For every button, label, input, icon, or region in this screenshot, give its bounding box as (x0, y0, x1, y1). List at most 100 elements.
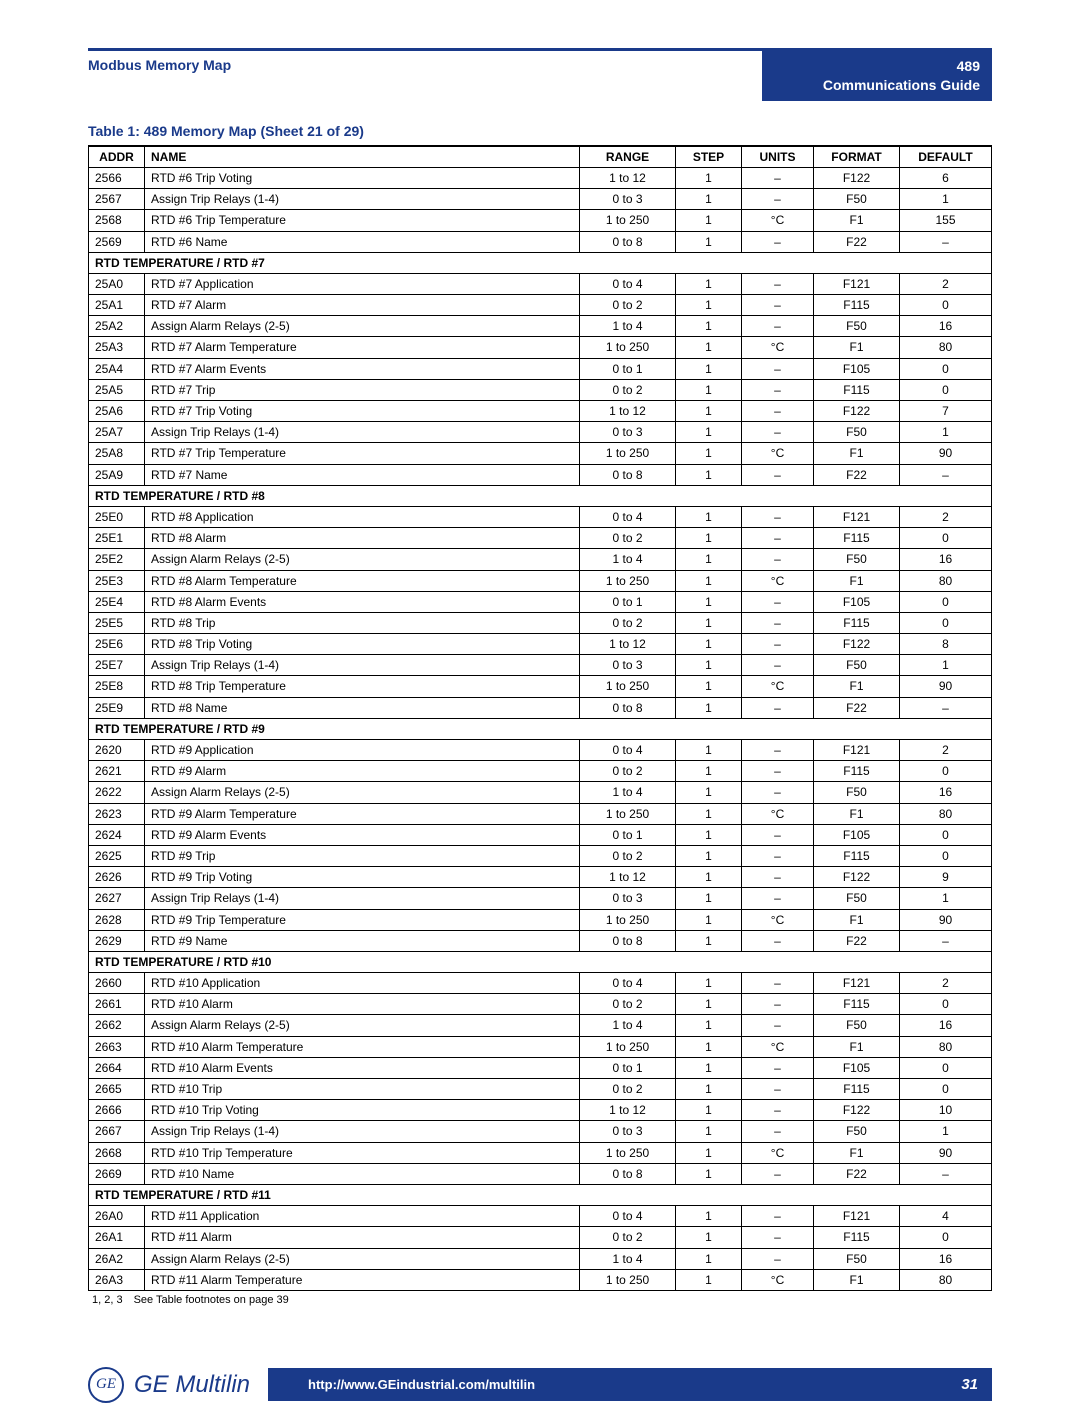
section-row: RTD TEMPERATURE / RTD #7 (89, 252, 992, 273)
table-title: Table 1: 489 Memory Map (Sheet 21 of 29) (88, 123, 992, 139)
cell-format: F115 (814, 295, 900, 316)
section-row: RTD TEMPERATURE / RTD #9 (89, 718, 992, 739)
cell-addr: 2566 (89, 167, 145, 188)
cell-name: RTD #8 Name (145, 697, 580, 718)
cell-units: – (742, 888, 814, 909)
cell-range: 0 to 2 (580, 379, 676, 400)
cell-addr: 2624 (89, 824, 145, 845)
cell-range: 0 to 3 (580, 655, 676, 676)
cell-name: Assign Trip Relays (1-4) (145, 655, 580, 676)
cell-step: 1 (676, 337, 742, 358)
cell-range: 0 to 1 (580, 824, 676, 845)
cell-range: 0 to 8 (580, 1163, 676, 1184)
cell-name: RTD #7 Application (145, 273, 580, 294)
table-row: 2623RTD #9 Alarm Temperature1 to 2501°CF… (89, 803, 992, 824)
cell-name: RTD #7 Alarm Temperature (145, 337, 580, 358)
cell-format: F1 (814, 676, 900, 697)
cell-format: F1 (814, 1142, 900, 1163)
cell-step: 1 (676, 167, 742, 188)
cell-name: RTD #9 Name (145, 930, 580, 951)
cell-default: 0 (900, 379, 992, 400)
cell-addr: 2664 (89, 1057, 145, 1078)
cell-format: F50 (814, 782, 900, 803)
cell-units: – (742, 612, 814, 633)
cell-addr: 2622 (89, 782, 145, 803)
cell-default: – (900, 231, 992, 252)
table-row: 2568RTD #6 Trip Temperature1 to 2501°CF1… (89, 210, 992, 231)
table-row: 25E1RTD #8 Alarm0 to 21–F1150 (89, 528, 992, 549)
cell-format: F1 (814, 1269, 900, 1290)
table-row: 25A9RTD #7 Name0 to 81–F22– (89, 464, 992, 485)
table-row: 2626RTD #9 Trip Voting1 to 121–F1229 (89, 867, 992, 888)
cell-default: 80 (900, 1269, 992, 1290)
cell-name: RTD #8 Trip Temperature (145, 676, 580, 697)
cell-addr: 25A9 (89, 464, 145, 485)
cell-default: – (900, 1163, 992, 1184)
cell-step: 1 (676, 1015, 742, 1036)
cell-step: 1 (676, 803, 742, 824)
cell-addr: 2625 (89, 845, 145, 866)
section-label: RTD TEMPERATURE / RTD #8 (89, 485, 992, 506)
cell-addr: 2621 (89, 761, 145, 782)
cell-default: 8 (900, 634, 992, 655)
cell-step: 1 (676, 379, 742, 400)
cell-range: 1 to 250 (580, 676, 676, 697)
cell-step: 1 (676, 273, 742, 294)
table-row: 2620RTD #9 Application0 to 41–F1212 (89, 740, 992, 761)
table-row: 25A8RTD #7 Trip Temperature1 to 2501°CF1… (89, 443, 992, 464)
cell-range: 1 to 4 (580, 1248, 676, 1269)
table-row: 25E0RTD #8 Application0 to 41–F1212 (89, 506, 992, 527)
cell-default: 2 (900, 740, 992, 761)
cell-range: 1 to 250 (580, 570, 676, 591)
cell-units: – (742, 1206, 814, 1227)
cell-default: 1 (900, 189, 992, 210)
cell-step: 1 (676, 1248, 742, 1269)
cell-addr: 2627 (89, 888, 145, 909)
cell-addr: 25E9 (89, 697, 145, 718)
cell-units: – (742, 824, 814, 845)
cell-format: F1 (814, 337, 900, 358)
cell-step: 1 (676, 909, 742, 930)
col-format: FORMAT (814, 146, 900, 168)
cell-units: – (742, 1079, 814, 1100)
cell-default: – (900, 697, 992, 718)
cell-addr: 2629 (89, 930, 145, 951)
cell-name: RTD #7 Trip Temperature (145, 443, 580, 464)
cell-units: °C (742, 803, 814, 824)
cell-name: RTD #9 Alarm (145, 761, 580, 782)
cell-addr: 26A2 (89, 1248, 145, 1269)
cell-name: RTD #8 Trip (145, 612, 580, 633)
table-row: 2665RTD #10 Trip0 to 21–F1150 (89, 1079, 992, 1100)
cell-addr: 25A2 (89, 316, 145, 337)
table-row: 25E8RTD #8 Trip Temperature1 to 2501°CF1… (89, 676, 992, 697)
cell-range: 0 to 2 (580, 612, 676, 633)
cell-units: °C (742, 210, 814, 231)
header-product-number: 489 (774, 57, 980, 76)
cell-units: – (742, 189, 814, 210)
cell-range: 0 to 1 (580, 358, 676, 379)
cell-units: – (742, 930, 814, 951)
cell-range: 0 to 8 (580, 464, 676, 485)
cell-addr: 25E7 (89, 655, 145, 676)
cell-addr: 25E5 (89, 612, 145, 633)
cell-units: – (742, 231, 814, 252)
cell-name: RTD #7 Trip (145, 379, 580, 400)
cell-units: °C (742, 1269, 814, 1290)
cell-units: – (742, 634, 814, 655)
cell-range: 1 to 12 (580, 1100, 676, 1121)
cell-step: 1 (676, 867, 742, 888)
cell-default: 0 (900, 1227, 992, 1248)
cell-default: 0 (900, 1057, 992, 1078)
table-row: 2621RTD #9 Alarm0 to 21–F1150 (89, 761, 992, 782)
table-footnote: 1, 2, 3 See Table footnotes on page 39 (88, 1291, 992, 1306)
cell-name: RTD #8 Alarm Temperature (145, 570, 580, 591)
cell-addr: 25A4 (89, 358, 145, 379)
cell-step: 1 (676, 570, 742, 591)
cell-default: 4 (900, 1206, 992, 1227)
cell-range: 1 to 4 (580, 1015, 676, 1036)
cell-units: – (742, 167, 814, 188)
cell-default: 80 (900, 570, 992, 591)
cell-default: 0 (900, 295, 992, 316)
cell-name: RTD #6 Trip Temperature (145, 210, 580, 231)
cell-units: – (742, 973, 814, 994)
